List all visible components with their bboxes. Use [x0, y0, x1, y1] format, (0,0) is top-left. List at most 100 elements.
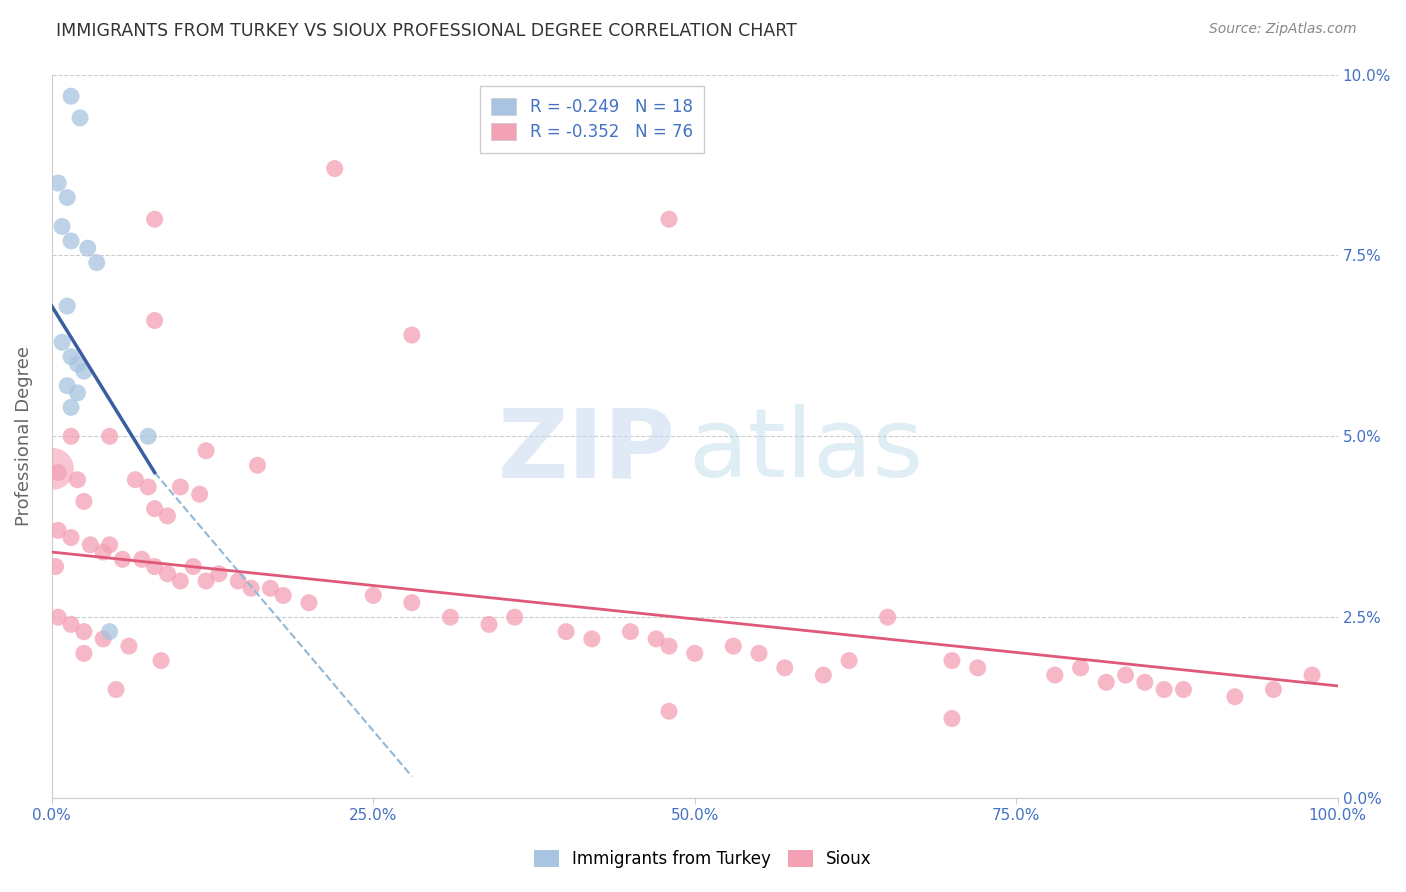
Point: [838, 654, 860, 668]
Point: [1133, 675, 1156, 690]
Point: [98, 624, 121, 639]
Point: [555, 624, 578, 639]
Point: [66, 385, 89, 400]
Point: [1173, 682, 1195, 697]
Point: [60, 401, 83, 415]
Point: [1263, 682, 1285, 697]
Point: [1301, 668, 1323, 682]
Point: [143, 501, 166, 516]
Point: [60, 617, 83, 632]
Point: [118, 639, 141, 653]
Point: [91, 545, 114, 559]
Point: [195, 574, 218, 588]
Point: [259, 581, 281, 595]
Point: [723, 639, 745, 653]
Point: [150, 654, 173, 668]
Point: [298, 596, 321, 610]
Legend: R = -0.249   N = 18, R = -0.352   N = 76: R = -0.249 N = 18, R = -0.352 N = 76: [479, 87, 704, 153]
Point: [1153, 682, 1175, 697]
Point: [941, 711, 963, 725]
Point: [143, 212, 166, 227]
Point: [1223, 690, 1246, 704]
Point: [60, 350, 83, 364]
Point: [208, 566, 231, 581]
Point: [143, 313, 166, 327]
Point: [658, 639, 681, 653]
Point: [658, 212, 681, 227]
Point: [773, 661, 796, 675]
Point: [271, 589, 294, 603]
Point: [111, 552, 134, 566]
Point: [46, 524, 69, 538]
Text: atlas: atlas: [689, 404, 924, 497]
Point: [73, 624, 96, 639]
Point: [51, 335, 73, 350]
Point: [124, 473, 146, 487]
Point: [401, 596, 423, 610]
Y-axis label: Professional Degree: Professional Degree: [15, 346, 32, 526]
Point: [56, 190, 79, 204]
Point: [45, 559, 67, 574]
Point: [66, 357, 89, 371]
Point: [581, 632, 603, 646]
Point: [46, 610, 69, 624]
Point: [188, 487, 211, 501]
Point: [73, 646, 96, 660]
Text: IMMIGRANTS FROM TURKEY VS SIOUX PROFESSIONAL DEGREE CORRELATION CHART: IMMIGRANTS FROM TURKEY VS SIOUX PROFESSI…: [56, 22, 797, 40]
Point: [748, 646, 770, 660]
Point: [98, 538, 121, 552]
Point: [98, 429, 121, 443]
Point: [76, 241, 98, 255]
Point: [136, 429, 159, 443]
Point: [156, 566, 179, 581]
Point: [876, 610, 898, 624]
Point: [401, 328, 423, 343]
Point: [240, 581, 263, 595]
Point: [156, 508, 179, 523]
Point: [56, 378, 79, 392]
Point: [91, 632, 114, 646]
Point: [503, 610, 526, 624]
Point: [79, 538, 101, 552]
Point: [105, 682, 128, 697]
Point: [966, 661, 988, 675]
Point: [169, 480, 191, 494]
Point: [60, 531, 83, 545]
Point: [1115, 668, 1137, 682]
Point: [361, 589, 384, 603]
Point: [69, 111, 91, 125]
Point: [60, 429, 83, 443]
Point: [66, 473, 89, 487]
Point: [42, 462, 65, 476]
Point: [46, 176, 69, 190]
Point: [181, 559, 204, 574]
Point: [813, 668, 835, 682]
Point: [246, 458, 269, 473]
Point: [86, 255, 108, 269]
Point: [478, 617, 501, 632]
Point: [60, 234, 83, 248]
Point: [683, 646, 706, 660]
Point: [645, 632, 668, 646]
Text: ZIP: ZIP: [498, 404, 675, 497]
Point: [619, 624, 641, 639]
Point: [1043, 668, 1066, 682]
Point: [136, 480, 159, 494]
Point: [941, 654, 963, 668]
Point: [51, 219, 73, 234]
Point: [56, 299, 79, 313]
Point: [439, 610, 461, 624]
Point: [169, 574, 191, 588]
Point: [73, 494, 96, 508]
Point: [1095, 675, 1118, 690]
Point: [131, 552, 153, 566]
Point: [658, 704, 681, 718]
Point: [143, 559, 166, 574]
Text: Source: ZipAtlas.com: Source: ZipAtlas.com: [1209, 22, 1357, 37]
Legend: Immigrants from Turkey, Sioux: Immigrants from Turkey, Sioux: [527, 843, 879, 875]
Point: [60, 89, 83, 103]
Point: [226, 574, 249, 588]
Point: [1070, 661, 1092, 675]
Point: [46, 466, 69, 480]
Point: [73, 364, 96, 378]
